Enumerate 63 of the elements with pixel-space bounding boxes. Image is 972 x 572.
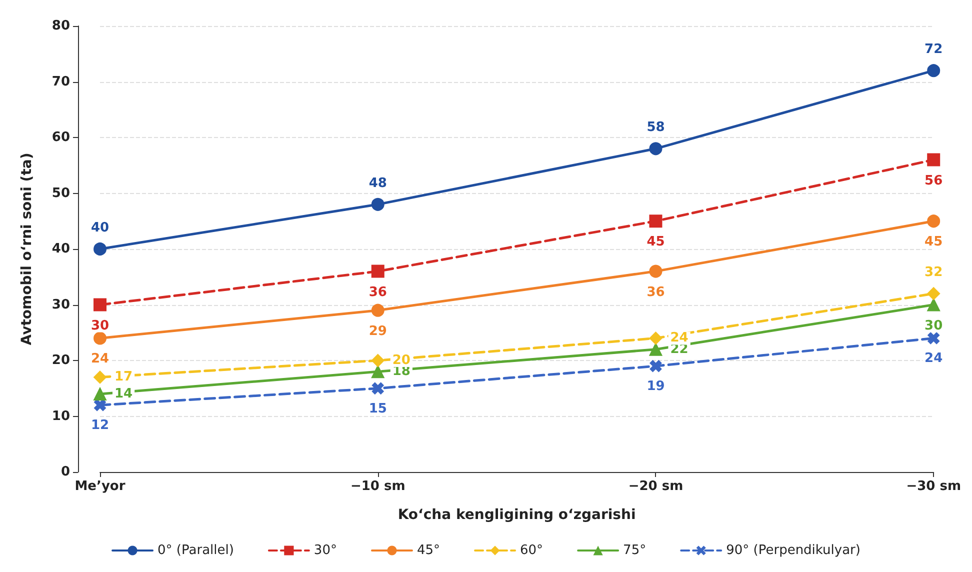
legend-label: 30° (314, 543, 337, 558)
data-label: 36 (368, 284, 387, 300)
data-label: 24 (90, 352, 110, 367)
y-tick-label: 20 (52, 353, 70, 368)
point (927, 214, 940, 228)
point (371, 198, 384, 211)
point (927, 64, 940, 78)
point (371, 354, 384, 367)
point (927, 153, 940, 166)
y-tick-label: 0 (60, 464, 70, 480)
data-label: 24 (924, 351, 943, 366)
data-label: 45 (646, 234, 665, 250)
point (649, 214, 662, 228)
point (927, 298, 940, 312)
data-label: 40 (90, 220, 110, 236)
data-label: 15 (368, 401, 387, 416)
point (371, 365, 384, 378)
point (94, 242, 106, 256)
data-label: 17 (114, 370, 133, 385)
y-tick-label: 30 (52, 297, 70, 312)
data-label: 12 (90, 418, 110, 434)
y-tick-label: 10 (52, 408, 70, 424)
data-label: 56 (924, 173, 943, 188)
y-tick-label: 40 (52, 242, 70, 256)
data-label: 14 (114, 386, 133, 402)
point (649, 342, 662, 356)
data-label: 48 (368, 176, 387, 191)
point (94, 370, 106, 384)
legend-label: 60° (520, 543, 544, 558)
data-label: 30 (924, 318, 943, 334)
y-tick-label: 50 (52, 186, 70, 201)
data-label: 58 (646, 120, 665, 136)
data-label: 20 (392, 353, 410, 368)
y-tick-label: 70 (52, 74, 70, 90)
data-label: 24 (670, 330, 688, 346)
legend-label: 75° (623, 543, 646, 558)
data-label: 36 (646, 284, 665, 300)
point (649, 142, 662, 156)
point (94, 332, 106, 345)
data-label: 30 (90, 318, 110, 334)
legend-label: 90° (Perpendikulyar) (726, 543, 860, 558)
point (371, 304, 384, 317)
point (94, 387, 106, 400)
data-label: 45 (924, 234, 943, 250)
y-axis-title: Avtomobil o‘rni soni (ta) (19, 152, 35, 346)
point (649, 332, 662, 345)
point (927, 287, 940, 300)
x-tick-label: Me’yor (74, 479, 126, 494)
y-tick-label: 60 (52, 130, 70, 145)
legend-label: 45° (416, 543, 440, 558)
data-label: 32 (924, 265, 943, 280)
point (371, 264, 384, 278)
data-label: 29 (368, 324, 387, 339)
x-tick-label: −30 sm (906, 479, 961, 494)
point (649, 264, 662, 278)
data-label: 72 (924, 42, 943, 58)
x-tick-label: −10 sm (350, 479, 406, 494)
data-label: 19 (646, 379, 665, 394)
x-tick-label: −20 sm (628, 479, 684, 494)
point (94, 298, 106, 312)
y-tick-label: 80 (52, 18, 70, 34)
legend-label: 0° (Parallel) (158, 543, 234, 558)
x-axis-title: Ko‘cha kengligining o‘zgarishi (398, 507, 636, 523)
